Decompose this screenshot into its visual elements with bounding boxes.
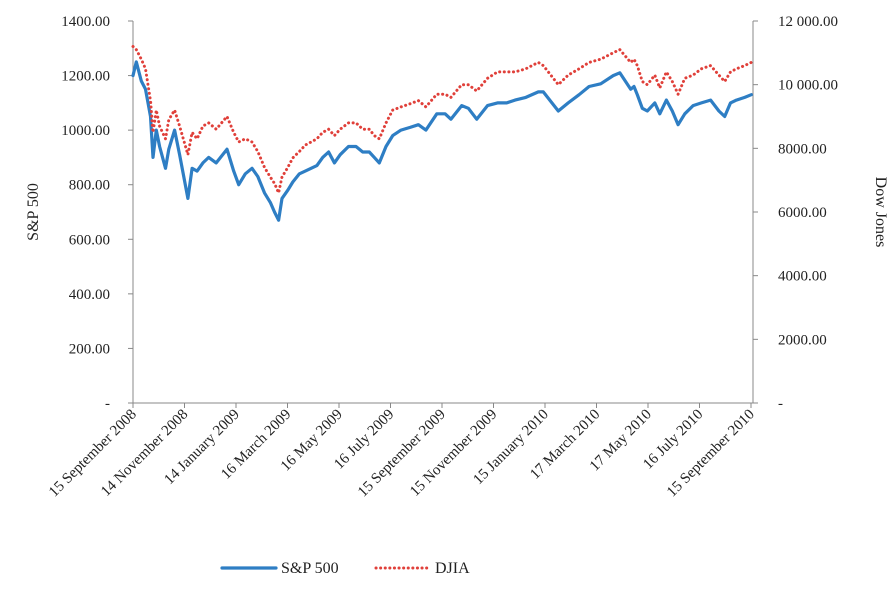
right-tick-label: 12 000.00	[778, 14, 838, 30]
legend-label: DJIA	[435, 560, 470, 577]
left-tick-label: 1400.00	[61, 14, 110, 30]
x-tick-label: 15 September 2009	[355, 407, 449, 501]
x-tick-label: 14 November 2008	[98, 407, 191, 500]
right-tick-label: 4000.00	[778, 269, 827, 285]
right-tick-label: 6000.00	[778, 205, 827, 221]
right-tick-label: 8000.00	[778, 141, 827, 157]
legend-label: S&P 500	[281, 560, 339, 577]
y-axis-title-left: S&P 500	[25, 183, 42, 241]
left-tick-label: 800.00	[69, 178, 110, 194]
x-tick-label: 15 September 2010	[664, 407, 758, 501]
x-tick-label: 15 September 2008	[46, 407, 140, 501]
right-tick-label: 10 000.00	[778, 78, 838, 94]
right-tick-label: 2000.00	[778, 332, 827, 348]
legend: S&P 500 DJIA	[220, 560, 470, 577]
right-tick-label: -	[778, 396, 783, 412]
series-line-sp500	[131, 60, 753, 222]
left-tick-label: -	[105, 396, 110, 412]
series-line-djia	[131, 45, 753, 195]
left-tick-label: 1000.00	[61, 123, 110, 139]
x-tick-label: 15 November 2009	[407, 407, 500, 500]
left-tick-label: 600.00	[69, 232, 110, 248]
axes-layer: - 200.00 400.00 600.00 800.00 1000.00 1200.00 1…	[25, 14, 889, 500]
left-tick-label: 200.00	[69, 341, 110, 357]
left-tick-label: 1200.00	[61, 69, 110, 85]
y-axis-title-right: Dow Jones	[872, 177, 889, 248]
series-layer	[131, 45, 753, 222]
left-tick-label: 400.00	[69, 287, 110, 303]
